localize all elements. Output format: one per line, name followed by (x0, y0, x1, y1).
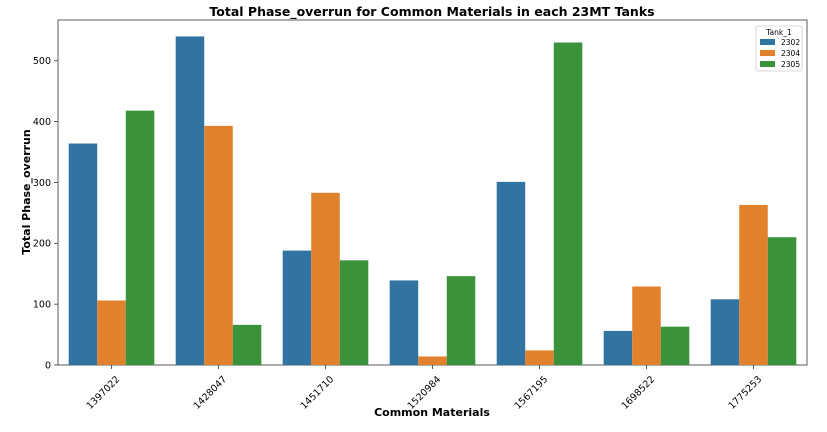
bar-2304-1698522 (632, 286, 661, 365)
bar-2302-1775253 (710, 299, 740, 365)
y-tick-label: 0 (45, 360, 51, 371)
x-tick-label: 1397022 (85, 374, 123, 412)
legend-swatch (760, 39, 775, 45)
x-tick-label: 1451710 (299, 374, 337, 412)
legend-title: Tank_1 (765, 28, 792, 37)
y-tick-label: 200 (33, 239, 51, 250)
bar-2302-1520984 (389, 280, 419, 365)
y-axis-label: Total Phase_overrun (20, 129, 33, 254)
legend-frame (755, 25, 803, 72)
x-tick-label: 1567195 (513, 374, 551, 412)
bar-2302-1397022 (68, 143, 98, 365)
bar-2302-1451710 (282, 250, 312, 365)
bar-2304-1451710 (311, 192, 340, 365)
bar-2305-1567195 (553, 42, 583, 365)
legend-swatch (760, 61, 775, 67)
legend: Tank_1 2302 2304 2305 (755, 25, 803, 72)
y-tick-label: 500 (33, 56, 51, 67)
bars-layer (68, 36, 797, 366)
y-tick-label: 400 (33, 117, 51, 128)
bar-2305-1775253 (767, 237, 797, 365)
bar-2302-1698522 (603, 330, 633, 365)
bar-2305-1397022 (125, 110, 155, 365)
bar-2305-1520984 (446, 276, 476, 365)
bar-2305-1428047 (232, 324, 262, 365)
chart-title: Total Phase_overrun for Common Materials… (209, 4, 654, 20)
bar-2304-1397022 (97, 300, 126, 365)
y-tick-label: 300 (33, 178, 51, 189)
bar-2302-1567195 (496, 181, 526, 365)
bar-2305-1698522 (660, 326, 690, 365)
x-tick-label: 1428047 (192, 374, 230, 412)
bar-2304-1428047 (204, 125, 233, 366)
bar-2304-1520984 (418, 356, 447, 365)
y-tick-label: 100 (33, 299, 51, 310)
legend-label: 2305 (781, 60, 800, 69)
bar-2302-1428047 (175, 36, 205, 366)
x-tick-label: 1775253 (727, 374, 765, 412)
y-axis: 0 100 200 300 400 500 (33, 56, 58, 371)
x-axis-label: Common Materials (374, 406, 490, 419)
x-axis: 1397022 1428047 1451710 1520984 1567195 16985… (85, 365, 765, 412)
legend-items: 2302 2304 2305 (760, 38, 800, 69)
legend-swatch (760, 50, 775, 56)
legend-label: 2302 (781, 38, 800, 47)
legend-label: 2304 (781, 49, 800, 58)
bar-2304-1775253 (739, 204, 768, 365)
x-tick-label: 1698522 (620, 374, 658, 412)
bar-2304-1567195 (525, 350, 554, 365)
plot-area (57, 19, 808, 366)
bar-2305-1451710 (339, 260, 369, 365)
